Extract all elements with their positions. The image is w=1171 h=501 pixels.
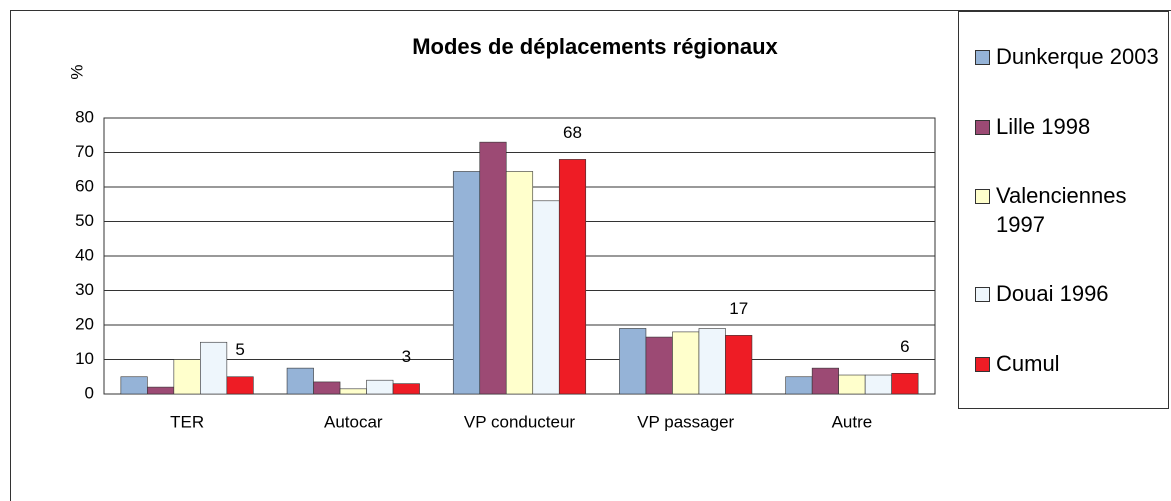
bar: [891, 372, 919, 395]
chart-border: [10, 10, 1171, 501]
data-label: 17: [729, 299, 748, 318]
y-tick-label: 0: [85, 383, 94, 402]
bar: [173, 359, 201, 395]
y-tick-label: 20: [75, 314, 94, 333]
bar: [479, 141, 507, 395]
y-tick-label: 30: [75, 280, 94, 299]
bar: [558, 159, 587, 395]
legend-label: Cumul: [996, 350, 1060, 376]
bar: [645, 336, 673, 395]
bar: [339, 388, 367, 395]
legend-label: Dunkerque 2003: [996, 44, 1159, 70]
bar: [698, 328, 726, 395]
y-tick-label: 40: [75, 245, 94, 264]
bar: [452, 171, 481, 395]
legend-swatch: [975, 188, 990, 204]
legend-label: Douai 1996: [996, 281, 1109, 307]
data-label: 68: [563, 123, 582, 142]
x-tick-label: VP passager: [637, 412, 734, 431]
y-tick-label: 10: [75, 349, 94, 368]
x-tick-label: Autocar: [324, 412, 383, 431]
bar: [286, 367, 314, 395]
bar: [120, 376, 148, 395]
legend-entry: Douai 1996: [959, 279, 1168, 308]
data-label: 6: [900, 337, 909, 356]
legend-swatch: [975, 119, 990, 135]
legend-swatch: [975, 356, 990, 372]
bar: [672, 331, 700, 395]
data-label: 5: [235, 340, 244, 359]
legend-entry: Lille 1998: [959, 112, 1168, 141]
x-tick-label: Autre: [832, 412, 873, 431]
bar: [226, 376, 254, 395]
bar: [725, 335, 753, 395]
bar: [619, 328, 647, 395]
data-label: 3: [402, 347, 411, 366]
legend: Dunkerque 2003 Lille 1998 Valenciennes 199…: [958, 11, 1169, 409]
x-tick-label: TER: [170, 412, 204, 431]
legend-label: Lille 1998: [996, 113, 1091, 139]
y-axis-label: %: [67, 64, 86, 79]
bar: [505, 171, 534, 395]
bar: [200, 341, 228, 395]
bar: [147, 386, 175, 395]
legend-entry: Cumul: [959, 349, 1168, 378]
y-tick-label: 60: [75, 176, 94, 195]
legend-swatch: [975, 287, 990, 303]
legend-entry: Valenciennes 1997: [959, 181, 1168, 239]
legend-label: Valenciennes 1997: [996, 182, 1127, 237]
bar: [366, 379, 394, 395]
legend-entry: Dunkerque 2003: [959, 42, 1168, 71]
bar: [811, 367, 839, 395]
bar: [864, 374, 892, 395]
legend-swatch: [975, 50, 990, 66]
bar: [392, 383, 420, 395]
bar: [313, 381, 341, 395]
bar: [838, 374, 866, 395]
y-tick-label: 80: [75, 107, 94, 126]
y-tick-label: 70: [75, 142, 94, 161]
y-tick-label: 50: [75, 211, 94, 230]
bar: [532, 200, 560, 395]
x-tick-label: VP conducteur: [464, 412, 576, 431]
chart-title: Modes de déplacements régionaux: [412, 34, 778, 59]
bar: [785, 376, 813, 395]
